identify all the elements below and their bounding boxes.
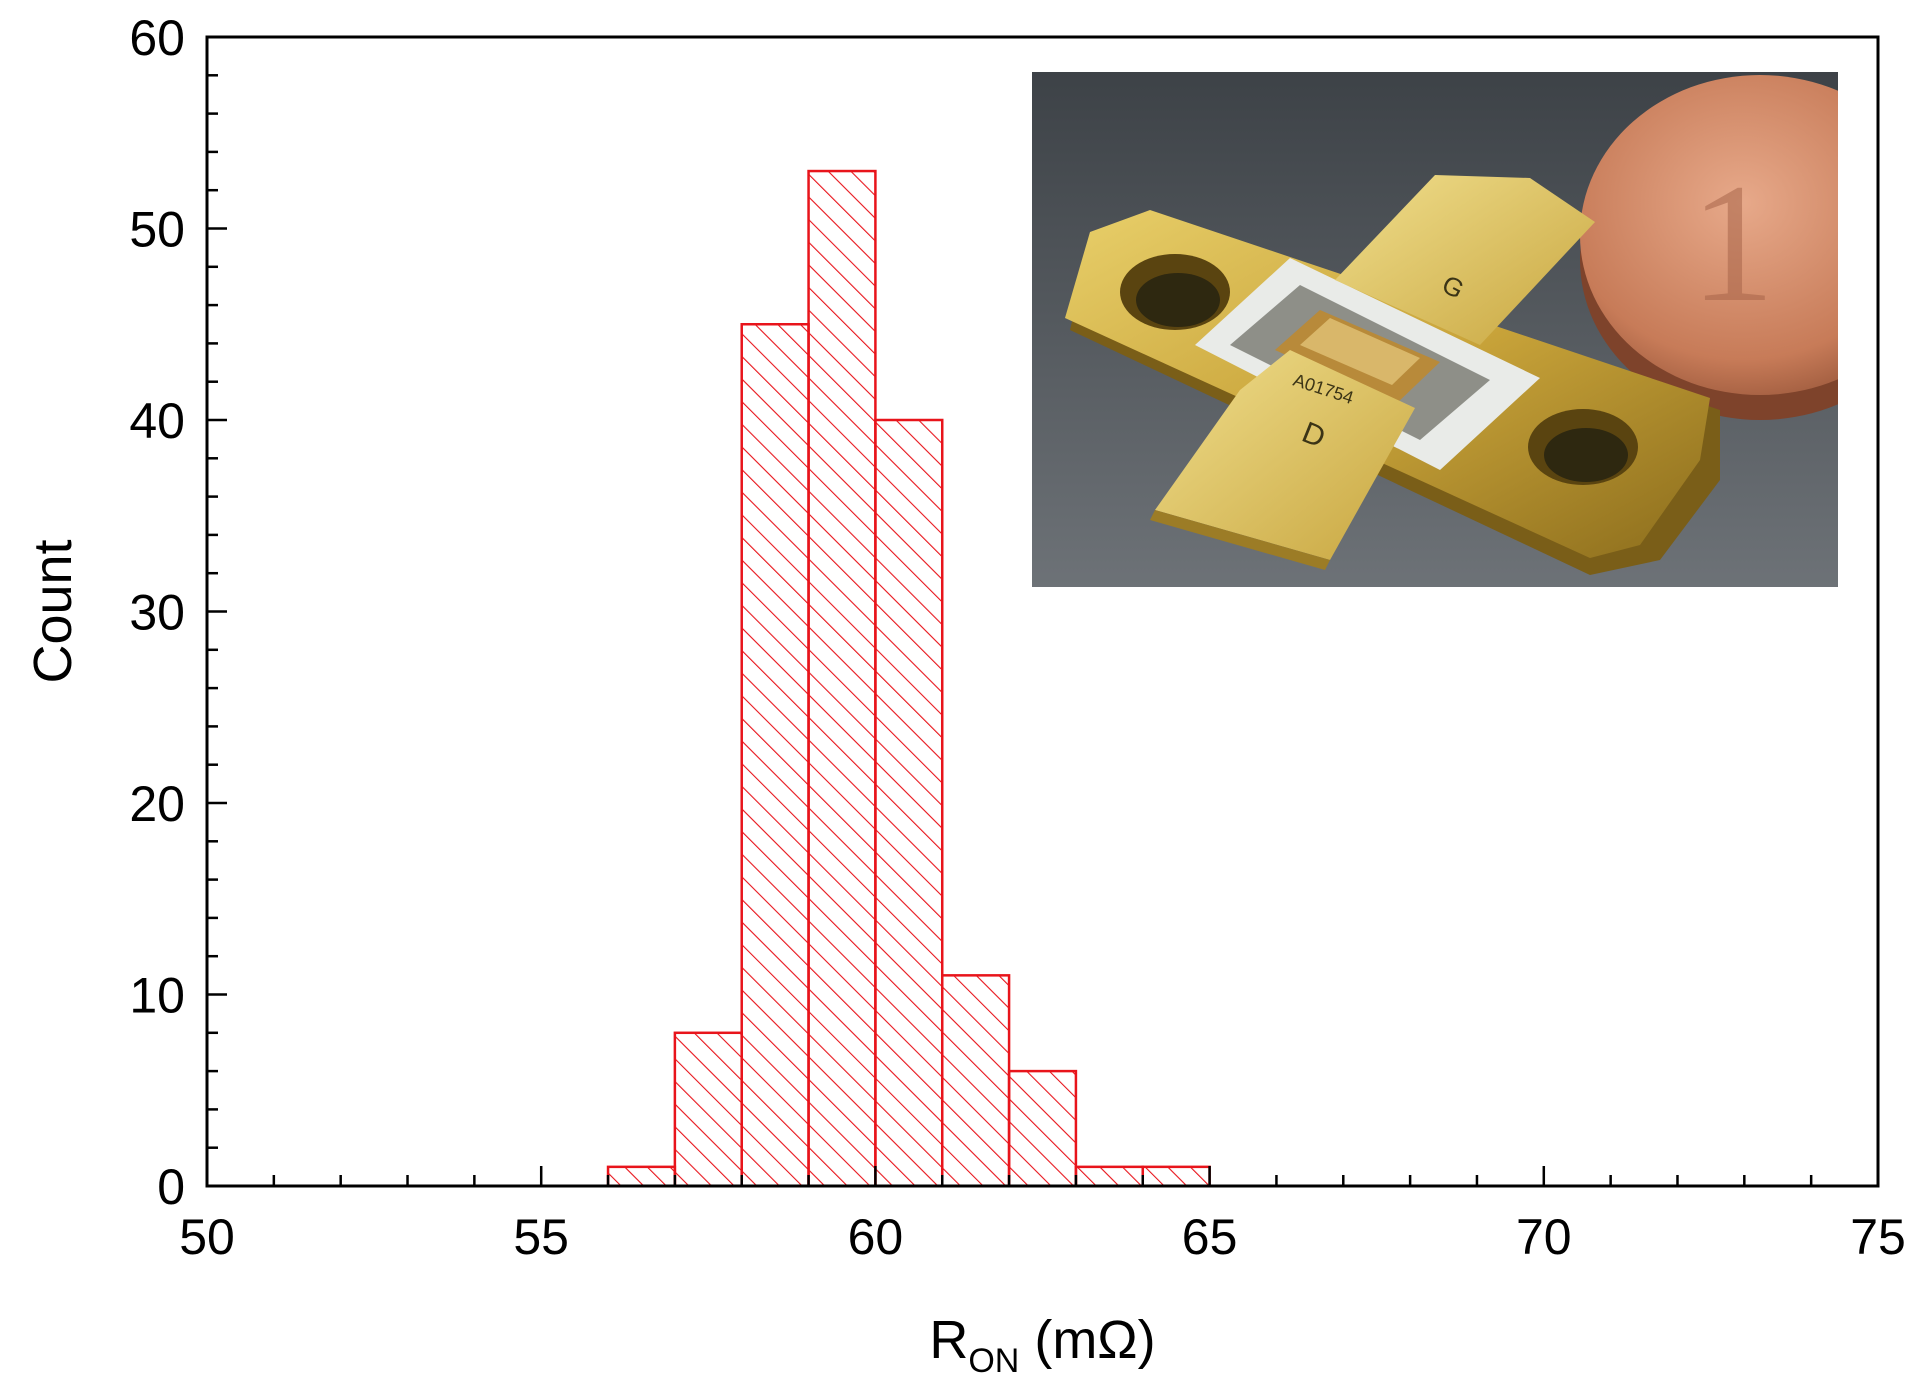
histogram-bars (606, 169, 1211, 1188)
inset-photo: 1 G A01754 D (1032, 72, 1838, 587)
x-tick-label: 65 (1182, 1209, 1238, 1265)
plot-area-frame (205, 35, 1880, 1188)
x-tick-label: 75 (1850, 1209, 1906, 1265)
histogram-bar-6 (1007, 1069, 1078, 1188)
x-tick-label: 55 (513, 1209, 569, 1265)
transistor-package-image: G A01754 D (1065, 175, 1720, 575)
coin-label: 1 (1690, 149, 1775, 337)
x-axis-label-unit: (mΩ) (1019, 1310, 1155, 1370)
x-axis-label-subscript: ON (968, 1342, 1019, 1380)
y-axis-label: Count (23, 539, 83, 683)
histogram-bar-8 (1141, 1165, 1211, 1188)
y-tick-label: 10 (129, 968, 185, 1024)
y-tick-label: 60 (129, 10, 185, 66)
y-tick-label: 0 (157, 1159, 185, 1215)
histogram-bar-2 (740, 323, 810, 1188)
histogram-bar-3 (807, 169, 877, 1188)
x-tick-label: 50 (179, 1209, 235, 1265)
x-tick-label: 70 (1516, 1209, 1572, 1265)
y-tick-label: 50 (129, 202, 185, 258)
x-tick-labels: 50 55 60 65 70 75 (179, 1209, 1906, 1265)
histogram-bar-1 (673, 1031, 743, 1188)
x-axis-label: RON (mΩ) (929, 1310, 1155, 1380)
x-axis-label-main: R (929, 1310, 968, 1370)
histogram-bar-7 (1074, 1165, 1145, 1188)
x-tick-label: 60 (848, 1209, 904, 1265)
y-tick-label: 30 (129, 585, 185, 641)
histogram-bar-0 (606, 1165, 677, 1188)
y-tick-label: 40 (129, 393, 185, 449)
histogram-bar-4 (874, 418, 944, 1188)
y-tick-labels: 0 10 20 30 40 50 60 (129, 10, 185, 1215)
y-tick-label: 20 (129, 776, 185, 832)
coin-image: 1 (1580, 75, 1838, 420)
histogram-bar-5 (940, 974, 1011, 1188)
